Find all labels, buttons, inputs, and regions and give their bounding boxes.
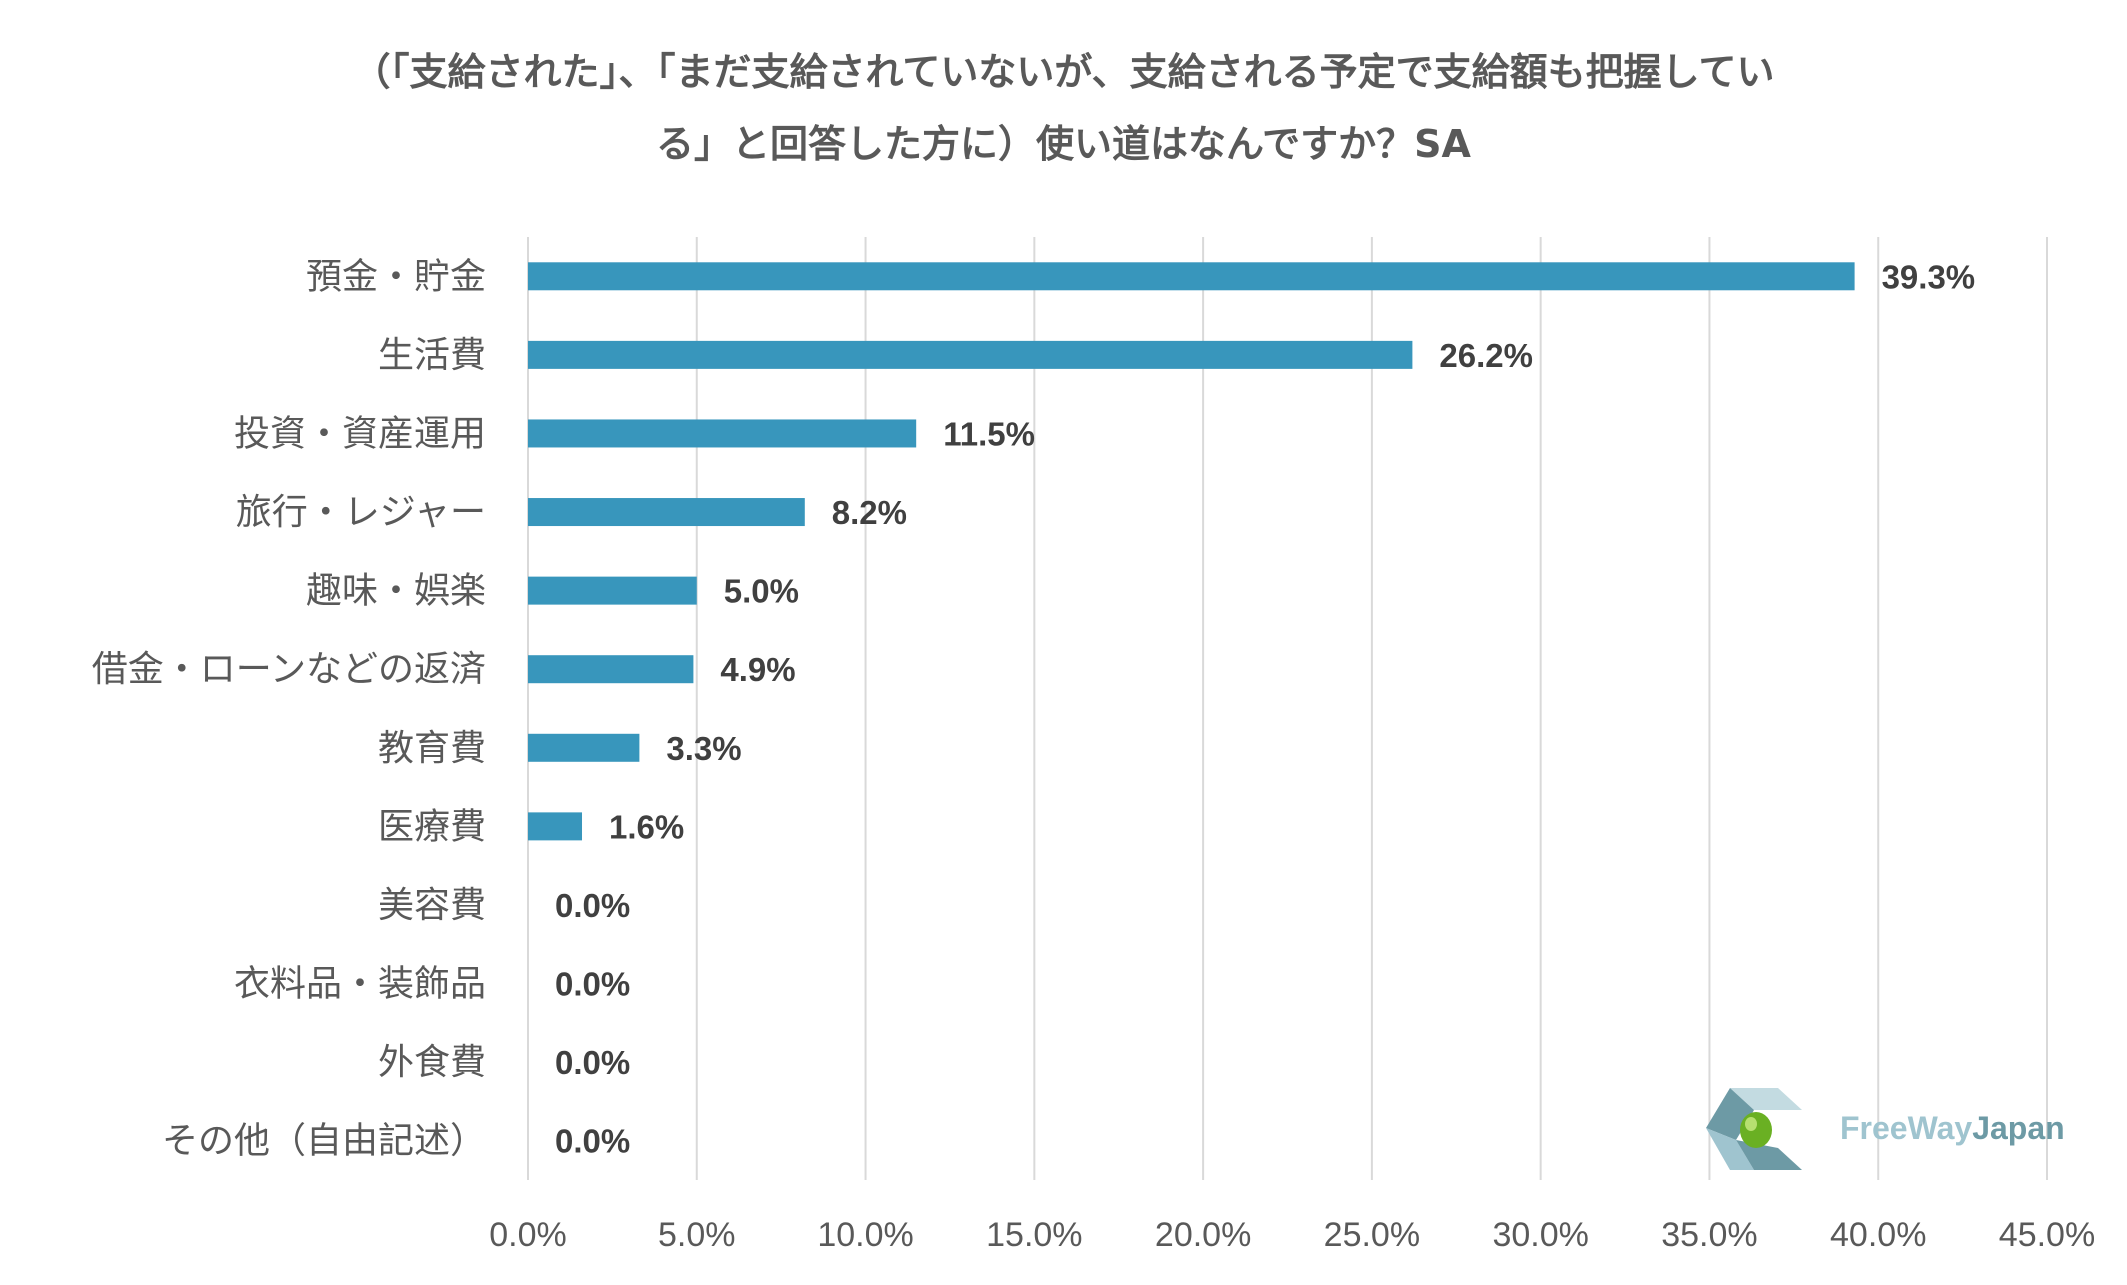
bar xyxy=(528,419,917,448)
data-label: 11.5% xyxy=(943,415,1035,452)
logo-text: FreeWayJapan xyxy=(1840,1110,2065,1147)
bar xyxy=(528,498,805,527)
bar xyxy=(528,733,640,762)
bar xyxy=(528,812,583,841)
gridlines xyxy=(527,237,2048,1180)
category-label: 預金・貯金 xyxy=(306,256,486,297)
category-label: 借金・ローンなどの返済 xyxy=(92,649,486,690)
category-label: その他（自由記述） xyxy=(162,1121,486,1162)
bar xyxy=(528,340,1413,369)
x-tick-label: 20.0% xyxy=(1155,1216,1251,1254)
data-label: 3.3% xyxy=(666,730,741,767)
chart-title: （「支給された」、「まだ支給されていないが、支給される予定で支給額も把握してい … xyxy=(0,36,2127,180)
bar xyxy=(528,576,697,605)
category-label: 生活費 xyxy=(378,335,486,376)
data-label: 0.0% xyxy=(555,887,630,924)
chart-title-line-1: （「支給された」、「まだ支給されていないが、支給される予定で支給額も把握してい xyxy=(352,50,1775,94)
data-label: 0.0% xyxy=(555,966,630,1003)
x-tick-label: 45.0% xyxy=(1999,1216,2095,1254)
data-label: 5.0% xyxy=(724,573,799,610)
data-labels: 39.3% 26.2% 11.5% 8.2% 5.0% 4.9% 3.3% 1.6% 0.0% 0… xyxy=(555,258,1975,1159)
category-label: 外食費 xyxy=(378,1042,486,1083)
chart-title-line-2: る」と回答した方に）使い道はなんですか？SA xyxy=(656,122,1471,166)
x-tick-label: 35.0% xyxy=(1661,1216,1757,1254)
x-tick-label: 10.0% xyxy=(817,1216,913,1254)
bar xyxy=(528,655,694,684)
data-label: 0.0% xyxy=(555,1123,630,1160)
bar xyxy=(528,262,1855,291)
data-label: 4.9% xyxy=(720,651,795,688)
category-label: 美容費 xyxy=(378,885,486,926)
freewayjapan-logo: FreeWayJapan xyxy=(1700,1088,2065,1178)
data-label: 8.2% xyxy=(832,494,907,531)
x-tick-labels: 0.0% 5.0% 10.0% 15.0% 20.0% 25.0% 30.0% 35.0% 40… xyxy=(489,1216,2095,1254)
logo-mark-icon xyxy=(1706,1088,1802,1170)
category-label: 旅行・レジャー xyxy=(236,492,486,533)
logo-text-japan: Japan xyxy=(1972,1110,2065,1146)
x-tick-label: 30.0% xyxy=(1492,1216,1588,1254)
category-labels: 預金・貯金生活費投資・資産運用旅行・レジャー趣味・娯楽借金・ローンなどの返済教育… xyxy=(92,256,486,1161)
category-label: 投資・資産運用 xyxy=(234,413,486,454)
category-label: 衣料品・装飾品 xyxy=(234,964,486,1005)
data-label: 1.6% xyxy=(609,808,684,845)
data-label: 26.2% xyxy=(1439,337,1533,374)
x-tick-label: 0.0% xyxy=(489,1216,567,1254)
x-tick-label: 40.0% xyxy=(1830,1216,1926,1254)
x-tick-label: 15.0% xyxy=(986,1216,1082,1254)
category-label: 医療費 xyxy=(378,806,486,847)
x-tick-label: 5.0% xyxy=(658,1216,736,1254)
category-label: 教育費 xyxy=(378,728,486,769)
category-label: 趣味・娯楽 xyxy=(306,571,486,612)
bars xyxy=(528,262,1855,841)
data-label: 39.3% xyxy=(1882,258,1976,295)
x-tick-label: 25.0% xyxy=(1324,1216,1420,1254)
data-label: 0.0% xyxy=(555,1044,630,1081)
logo-text-freeway: FreeWay xyxy=(1840,1110,1973,1146)
